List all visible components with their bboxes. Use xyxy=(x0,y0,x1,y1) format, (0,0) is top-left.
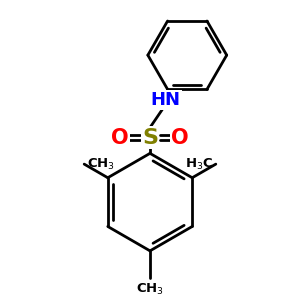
Text: S: S xyxy=(142,128,158,148)
Text: HN: HN xyxy=(151,91,181,109)
Text: CH$_3$: CH$_3$ xyxy=(87,157,115,172)
Text: O: O xyxy=(171,128,189,148)
Text: CH$_3$: CH$_3$ xyxy=(136,282,164,298)
Text: H$_3$C: H$_3$C xyxy=(185,157,213,172)
Text: O: O xyxy=(111,128,129,148)
